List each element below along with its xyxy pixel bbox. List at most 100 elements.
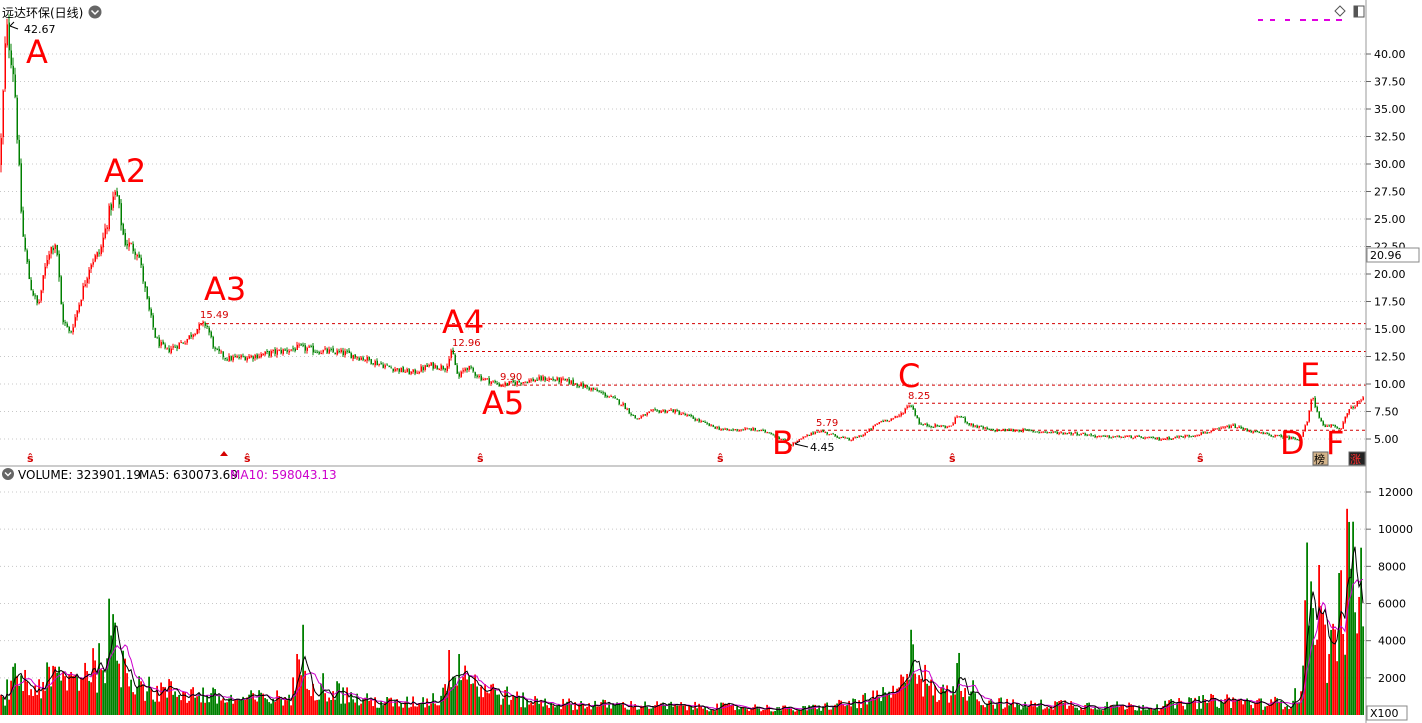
candle-body — [168, 348, 170, 353]
volume-bar — [364, 697, 366, 715]
volume-bar — [650, 708, 652, 715]
volume-bar — [1362, 626, 1364, 715]
candle-body — [146, 286, 148, 299]
volume-bar — [358, 705, 360, 715]
candle-body — [1166, 436, 1168, 440]
candle-body — [378, 363, 380, 365]
candle-body — [578, 386, 580, 388]
candle-body — [84, 284, 86, 287]
volume-bar — [936, 701, 938, 715]
volume-bar — [1080, 707, 1082, 715]
candle-body — [230, 356, 232, 361]
volume-bar — [1330, 629, 1332, 715]
volume-dropdown-icon[interactable] — [2, 468, 14, 480]
candle-body — [990, 428, 992, 430]
diamond-icon[interactable] — [1334, 5, 1346, 17]
candle-body — [0, 138, 2, 165]
candle-body — [624, 403, 626, 410]
volume-bar — [994, 708, 996, 715]
candle-body — [1326, 425, 1328, 427]
candle-body — [662, 410, 664, 412]
candle-body — [166, 347, 168, 349]
event-marker[interactable]: ŝ — [477, 452, 484, 465]
volume-bar — [1294, 688, 1296, 715]
candle-body — [1218, 428, 1220, 430]
price-tick-label: 5.00 — [1374, 433, 1399, 446]
volume-bar — [366, 693, 368, 715]
candle-body — [64, 322, 66, 324]
rank-badge[interactable] — [1312, 451, 1329, 466]
event-marker[interactable]: ŝ — [1197, 452, 1204, 465]
volume-bar — [1122, 705, 1124, 715]
candle-body — [1304, 425, 1306, 432]
annotation-b: B — [772, 424, 794, 462]
event-marker[interactable]: ŝ — [949, 452, 956, 465]
candle-body — [1134, 436, 1136, 439]
price-tick-label: 32.50 — [1374, 131, 1406, 144]
annotation-d: D — [1280, 424, 1305, 462]
candle-body — [1156, 437, 1158, 440]
volume-bar — [442, 687, 444, 715]
candle-body — [462, 370, 464, 372]
candle-body — [1226, 425, 1228, 427]
candle-body — [282, 349, 284, 354]
candle-body — [900, 413, 902, 416]
candle-body — [1076, 432, 1078, 435]
volume-bar — [242, 696, 244, 715]
candle-body — [484, 378, 486, 380]
volume-bar — [496, 694, 498, 715]
candle-body — [1286, 436, 1288, 438]
candle-body — [730, 429, 732, 431]
volume-bar — [1198, 696, 1200, 715]
candle-body — [290, 349, 292, 351]
volume-bar — [860, 708, 862, 715]
volume-ma5-label: MA5: 630073.69 — [139, 468, 238, 482]
candle-body — [1030, 429, 1032, 431]
volume-bar — [844, 706, 846, 715]
candle-body — [1240, 426, 1242, 429]
volume-bar — [808, 705, 810, 715]
volume-bar — [874, 699, 876, 715]
candle-body — [1216, 428, 1218, 430]
candle-body — [1280, 435, 1282, 437]
volume-bar — [602, 699, 604, 715]
candle-body — [686, 414, 688, 416]
volume-bar — [606, 707, 608, 715]
volume-ma-lines — [0, 546, 1364, 711]
event-marker[interactable]: ŝ — [717, 452, 724, 465]
volume-bar — [1156, 704, 1158, 715]
volume-bar — [564, 703, 566, 715]
candle-body — [670, 409, 672, 411]
candle-body — [1328, 425, 1330, 427]
volume-bar — [1060, 700, 1062, 715]
volume-bar — [880, 701, 882, 715]
volume-bar — [304, 670, 306, 715]
volume-bar — [1208, 702, 1210, 715]
volume-bar — [1272, 701, 1274, 715]
candle-body — [602, 392, 604, 394]
candle-body — [952, 423, 954, 426]
volume-bar — [390, 697, 392, 715]
volume-bar — [768, 706, 770, 715]
candle-body — [414, 369, 416, 374]
candle-body — [736, 429, 738, 431]
event-marker[interactable]: ŝ — [27, 452, 34, 465]
dropdown-icon[interactable] — [88, 5, 102, 19]
volume-bar — [1150, 708, 1152, 715]
candle-body — [998, 429, 1000, 431]
candle-body — [194, 333, 196, 336]
candle-body — [430, 362, 432, 366]
volume-bar — [476, 686, 478, 715]
event-marker[interactable]: ŝ — [244, 452, 251, 465]
volume-bar — [1014, 707, 1016, 715]
volume-bar — [1188, 697, 1190, 715]
candle-body — [934, 424, 936, 427]
high-arrow-icon — [9, 21, 19, 30]
candle-body — [1168, 437, 1170, 440]
candle-body — [176, 346, 178, 349]
candle-body — [1336, 426, 1338, 429]
volume-bar — [350, 692, 352, 715]
volume-bar — [88, 680, 90, 715]
rise-badge[interactable] — [1348, 451, 1366, 466]
price-tick-label: 30.00 — [1374, 158, 1406, 171]
